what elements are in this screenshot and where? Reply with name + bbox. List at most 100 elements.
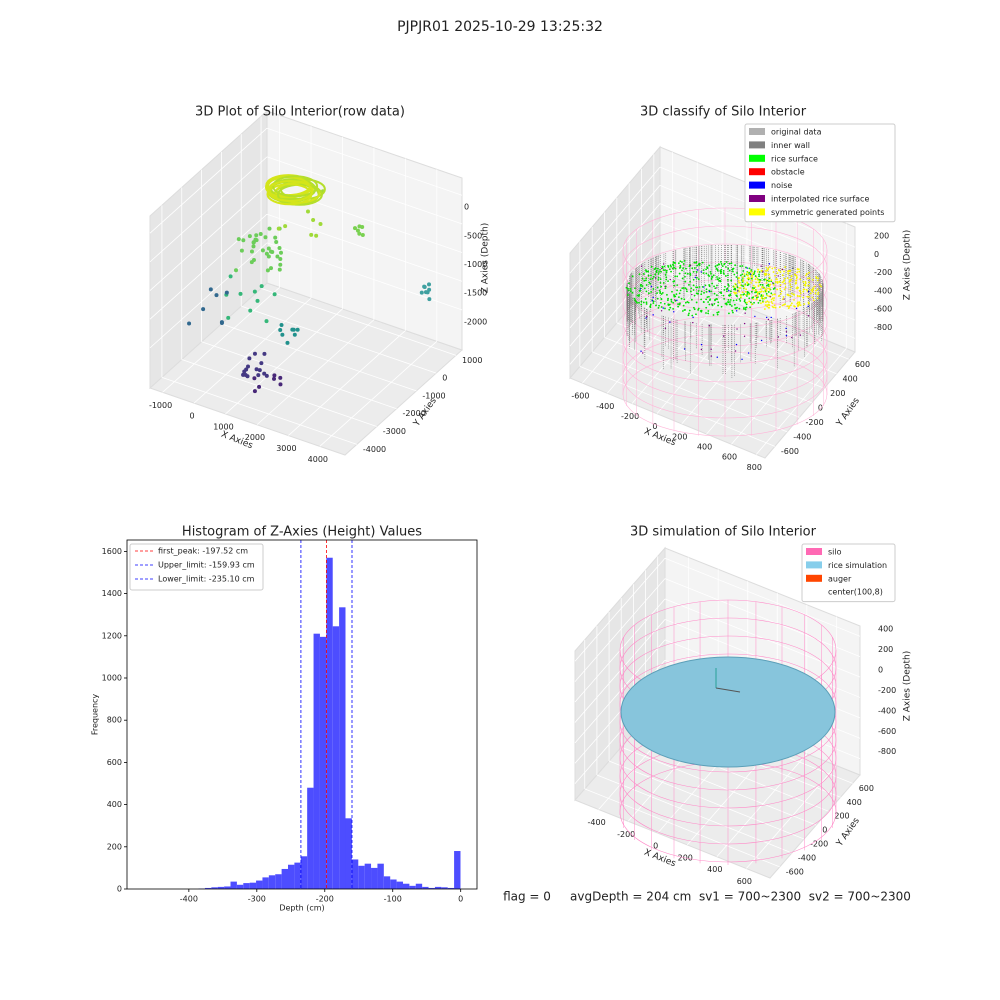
- data-point-decor: [279, 323, 284, 328]
- surface-decor: [722, 294, 725, 297]
- surface-decor: [636, 301, 638, 304]
- data-point-decor: [252, 351, 257, 356]
- surface-decor: [758, 273, 760, 276]
- symmetric-decor: [749, 270, 752, 273]
- surface-decor: [718, 263, 721, 266]
- symmetric-decor: [756, 293, 759, 296]
- noise-decor: [781, 268, 784, 271]
- surface-decor: [675, 293, 678, 296]
- grid-line: [608, 760, 805, 840]
- data-point-decor: [224, 290, 229, 295]
- surface-decor: [679, 302, 681, 305]
- surface-decor: [667, 264, 669, 267]
- surface-decor: [627, 287, 629, 290]
- data-point-decor: [219, 320, 224, 325]
- surface-decor: [727, 279, 729, 281]
- data-point-decor: [258, 231, 263, 236]
- noise-decor: [777, 336, 780, 338]
- symmetric-decor: [781, 274, 784, 277]
- data-point-decor: [280, 332, 285, 337]
- data-point-decor: [243, 373, 248, 378]
- surface-decor: [705, 268, 708, 271]
- surface-decor: [716, 276, 718, 278]
- surface-decor: [693, 267, 696, 269]
- legend-label: rice simulation: [828, 561, 887, 570]
- symmetric-decor: [769, 283, 772, 286]
- symmetric-decor: [805, 274, 807, 277]
- surface-decor: [757, 301, 760, 304]
- noise-decor: [716, 356, 718, 358]
- noise-decor: [785, 331, 788, 333]
- symmetric-decor: [818, 283, 821, 286]
- surface-decor: [754, 291, 756, 294]
- surface-decor: [665, 278, 668, 281]
- surface-decor: [679, 289, 682, 292]
- y-tick-label: 1200: [102, 631, 122, 640]
- surface-decor: [708, 284, 711, 286]
- surface-decor: [686, 290, 688, 293]
- symmetric-decor: [768, 266, 771, 269]
- symmetric-decor: [790, 275, 793, 278]
- y-tick-label: 200: [107, 842, 122, 851]
- surface-decor: [695, 261, 698, 263]
- symmetric-decor: [811, 279, 814, 281]
- surface-decor: [681, 269, 683, 272]
- noise-decor: [747, 352, 750, 354]
- grid-line: [756, 348, 847, 455]
- surface-decor: [672, 263, 674, 266]
- surface-decor: [695, 313, 697, 316]
- surface-decor: [712, 314, 715, 316]
- grid-line: [181, 359, 377, 427]
- symmetric-decor: [738, 281, 740, 284]
- symmetric-decor: [796, 301, 799, 304]
- surface-decor: [673, 284, 676, 287]
- data-point-decor: [278, 327, 283, 332]
- y-tick-label: -1000: [422, 391, 445, 400]
- noise-decor: [696, 269, 699, 271]
- grid-line: [225, 308, 343, 415]
- data-point-decor: [238, 291, 243, 296]
- data-point-decor: [264, 319, 269, 324]
- surface-decor: [698, 286, 701, 288]
- noise-decor: [783, 298, 785, 300]
- symmetric-decor: [787, 269, 790, 272]
- data-point-decor: [264, 251, 269, 256]
- symmetric-decor: [809, 292, 812, 295]
- legend-label: original data: [771, 128, 822, 137]
- z-tick-label: -400: [874, 286, 892, 295]
- surface-decor: [736, 272, 738, 274]
- y-tick-label: 0: [117, 885, 122, 894]
- data-point-decor: [423, 290, 428, 295]
- data-point-decor: [295, 327, 300, 332]
- data-point-decor: [283, 224, 288, 229]
- data-point-decor: [272, 376, 277, 381]
- surface-decor: [746, 291, 749, 294]
- surface-decor: [689, 280, 691, 283]
- noise-decor: [652, 296, 654, 299]
- symmetric-decor: [779, 292, 782, 295]
- surface-decor: [716, 298, 719, 301]
- symmetric-decor: [779, 271, 782, 273]
- surface-decor: [673, 280, 676, 282]
- noise-decor: [741, 358, 743, 361]
- surface-decor: [735, 276, 738, 278]
- z-tick-label: 200: [878, 645, 893, 654]
- surface-decor: [743, 298, 746, 301]
- surface-decor: [676, 289, 678, 292]
- surface-decor: [642, 301, 645, 304]
- symmetric-decor: [773, 266, 776, 269]
- symmetric-decor: [766, 305, 769, 308]
- surface-decor: [663, 302, 666, 305]
- surface-decor: [664, 274, 667, 276]
- surface-decor: [728, 269, 731, 272]
- surface-decor: [684, 275, 686, 278]
- surface-decor: [739, 274, 742, 277]
- surface-decor: [711, 282, 714, 285]
- symmetric-decor: [776, 272, 779, 275]
- symmetric-decor: [768, 273, 771, 276]
- symmetric-decor: [778, 281, 781, 283]
- surface-decor: [652, 300, 655, 303]
- surface-decor: [725, 303, 728, 306]
- surface-decor: [656, 286, 659, 289]
- symmetric-decor: [767, 306, 770, 309]
